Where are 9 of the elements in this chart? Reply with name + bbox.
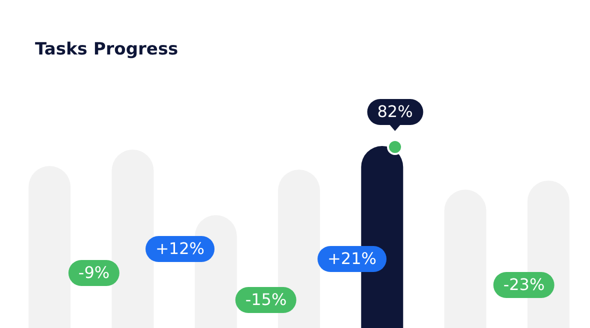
bar <box>28 166 71 328</box>
bar <box>112 150 154 328</box>
annotation: -9% <box>68 260 120 286</box>
annotation: -23% <box>493 272 555 298</box>
chart-title: Tasks Progress <box>35 40 178 60</box>
annotation: +12% <box>146 236 214 262</box>
annotation: +21% <box>318 246 386 272</box>
annotation: -15% <box>235 287 297 313</box>
text: 82% <box>367 99 423 125</box>
